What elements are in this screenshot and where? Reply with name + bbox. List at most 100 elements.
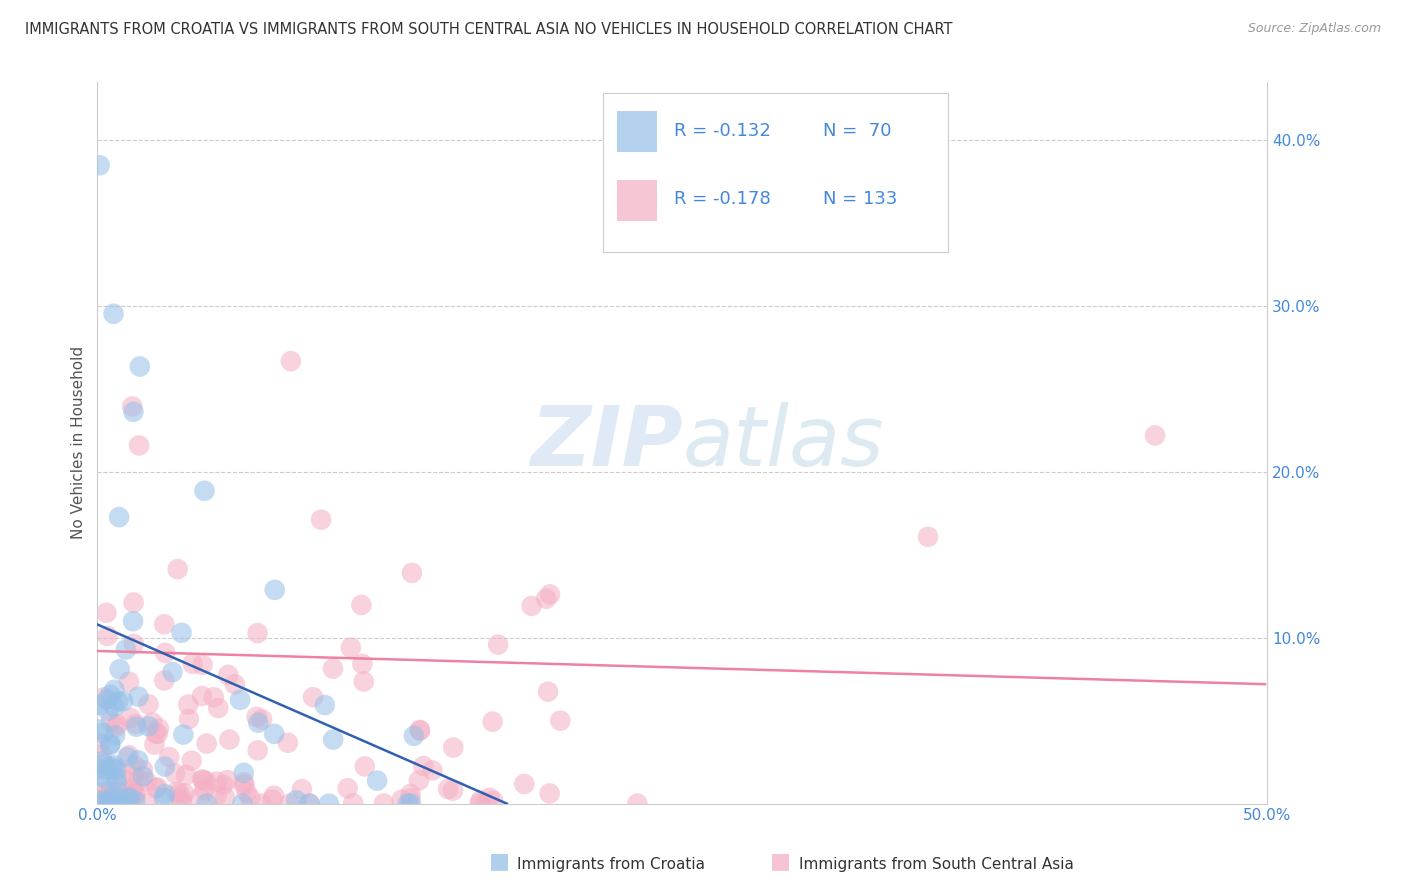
Text: IMMIGRANTS FROM CROATIA VS IMMIGRANTS FROM SOUTH CENTRAL ASIA NO VEHICLES IN HOU: IMMIGRANTS FROM CROATIA VS IMMIGRANTS FR…	[25, 22, 953, 37]
Point	[153, 787, 176, 801]
Point	[96, 606, 118, 620]
Point	[318, 797, 340, 811]
Point	[101, 790, 124, 805]
Point	[246, 743, 269, 757]
Point	[353, 674, 375, 689]
Point	[148, 721, 170, 735]
Point	[177, 698, 200, 712]
Point	[166, 562, 188, 576]
Point	[231, 797, 253, 811]
Point	[104, 728, 127, 742]
Point	[340, 640, 363, 655]
Point	[101, 796, 124, 810]
Point	[218, 732, 240, 747]
Point	[917, 530, 939, 544]
Point	[239, 791, 262, 805]
Point	[105, 776, 128, 790]
Point	[122, 614, 145, 628]
Point	[128, 773, 150, 788]
Point	[146, 727, 169, 741]
Point	[191, 772, 214, 787]
Point	[478, 790, 501, 805]
Point	[176, 768, 198, 782]
Point	[188, 790, 211, 805]
Point	[135, 775, 157, 789]
Point	[105, 771, 128, 785]
Point	[193, 782, 215, 797]
Point	[191, 772, 214, 787]
Point	[170, 791, 193, 805]
Point	[250, 713, 273, 727]
Point	[124, 758, 146, 772]
Text: ■: ■	[489, 851, 509, 871]
Point	[104, 682, 127, 697]
Point	[105, 720, 128, 734]
Point	[110, 797, 132, 811]
Point	[132, 763, 155, 777]
Point	[89, 769, 111, 783]
Point	[153, 673, 176, 688]
Point	[202, 690, 225, 705]
Point	[205, 774, 228, 789]
Point	[278, 797, 301, 811]
Point	[165, 766, 187, 780]
FancyBboxPatch shape	[617, 179, 657, 220]
Point	[468, 797, 491, 811]
Point	[105, 790, 128, 805]
Point	[245, 710, 267, 724]
Point	[481, 714, 503, 729]
Point	[247, 715, 270, 730]
Point	[162, 665, 184, 679]
Point	[100, 688, 122, 702]
Point	[104, 763, 127, 777]
Point	[412, 759, 434, 773]
Point	[93, 795, 115, 809]
Point	[232, 775, 254, 789]
Point	[94, 788, 117, 802]
Text: R = -0.132: R = -0.132	[673, 122, 770, 140]
Point	[366, 773, 388, 788]
Text: N =  70: N = 70	[823, 122, 891, 140]
Point	[138, 719, 160, 733]
Point	[217, 773, 239, 788]
Text: R = -0.178: R = -0.178	[673, 190, 770, 209]
Point	[117, 791, 139, 805]
Point	[181, 657, 204, 671]
Point	[107, 695, 129, 709]
Point	[409, 723, 432, 738]
Point	[246, 626, 269, 640]
Point	[396, 797, 419, 811]
Point	[93, 793, 115, 807]
Point	[373, 797, 395, 811]
Point	[121, 400, 143, 414]
Point	[217, 668, 239, 682]
Y-axis label: No Vehicles in Household: No Vehicles in Household	[72, 346, 86, 540]
Point	[112, 694, 135, 708]
Point	[336, 781, 359, 796]
Point	[122, 637, 145, 651]
Point	[157, 750, 180, 764]
FancyBboxPatch shape	[617, 111, 657, 153]
Point	[105, 763, 128, 777]
Point	[125, 717, 148, 731]
Point	[114, 772, 136, 787]
Point	[474, 797, 496, 811]
Point	[191, 689, 214, 703]
Point	[107, 785, 129, 799]
Point	[93, 690, 115, 705]
Point	[91, 726, 114, 740]
Point	[180, 754, 202, 768]
Point	[103, 307, 125, 321]
Point	[143, 738, 166, 752]
Point	[127, 690, 149, 704]
Point	[177, 712, 200, 726]
Point	[93, 756, 115, 771]
Point	[309, 513, 332, 527]
Text: Immigrants from South Central Asia: Immigrants from South Central Asia	[799, 857, 1074, 871]
Point	[128, 438, 150, 452]
Point	[91, 794, 114, 808]
Point	[513, 777, 536, 791]
Text: Source: ZipAtlas.com: Source: ZipAtlas.com	[1247, 22, 1381, 36]
Point	[124, 788, 146, 802]
Point	[314, 698, 336, 712]
